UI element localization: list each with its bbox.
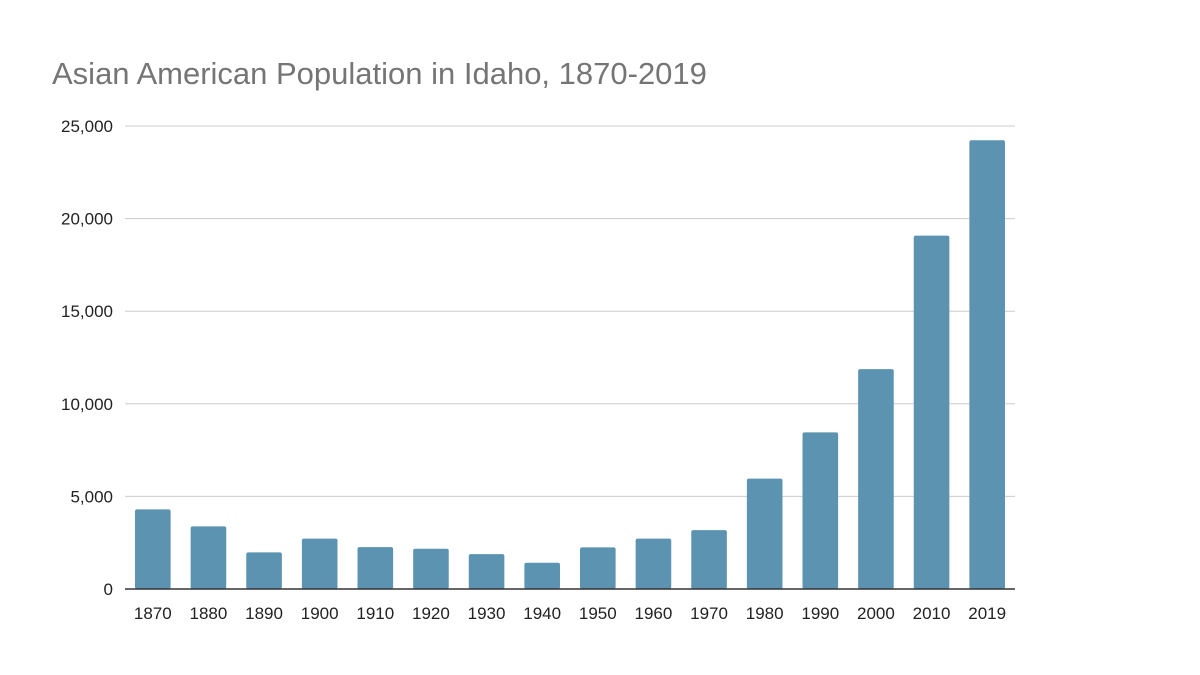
y-axis-ticks: 0 5,000 10,000 15,000 20,000 25,000 (61, 117, 113, 599)
y-tick-label: 20,000 (61, 210, 113, 229)
y-tick-label: 10,000 (61, 395, 113, 414)
x-tick-label: 1960 (635, 604, 673, 623)
x-tick-label: 1990 (801, 604, 839, 623)
bar-1950 (580, 547, 616, 589)
bar-1910 (357, 547, 394, 589)
x-tick-label: 1890 (245, 604, 283, 623)
bar-1940 (524, 562, 560, 589)
bar-1990 (802, 432, 839, 589)
x-tick-label: 1970 (690, 604, 728, 623)
x-tick-label: 1880 (190, 604, 228, 623)
x-tick-label: 1870 (134, 604, 172, 623)
x-tick-label: 2019 (968, 604, 1006, 623)
bar-1960 (635, 538, 672, 589)
bar-2000 (858, 369, 894, 589)
y-tick-label: 0 (104, 580, 113, 599)
bar-1980 (746, 478, 783, 589)
x-tick-label: 2000 (857, 604, 895, 623)
x-tick-label: 2010 (913, 604, 951, 623)
bar-1970 (691, 530, 727, 589)
bar-1890 (246, 552, 282, 589)
bar-1920 (413, 548, 449, 589)
x-tick-label: 1950 (579, 604, 617, 623)
bar-1870 (135, 509, 171, 589)
x-tick-label: 1920 (412, 604, 450, 623)
bar-1900 (301, 538, 338, 589)
x-tick-label: 1980 (746, 604, 784, 623)
chart-title: Asian American Population in Idaho, 1870… (52, 56, 707, 91)
bar-2010 (913, 235, 950, 589)
bars (135, 140, 1005, 589)
x-tick-label: 1910 (356, 604, 394, 623)
y-tick-label: 15,000 (61, 302, 113, 321)
bar-2019 (969, 140, 1005, 589)
y-tick-label: 5,000 (70, 487, 113, 506)
x-tick-label: 1930 (468, 604, 506, 623)
x-tick-label: 1940 (523, 604, 561, 623)
bar-1880 (190, 526, 227, 589)
x-axis-ticks: 1870 1880 1890 1900 1910 1920 1930 1940 1950 1960… (134, 604, 1006, 623)
y-tick-label: 25,000 (61, 117, 113, 136)
x-tick-label: 1900 (301, 604, 339, 623)
bar-1930 (468, 554, 505, 589)
